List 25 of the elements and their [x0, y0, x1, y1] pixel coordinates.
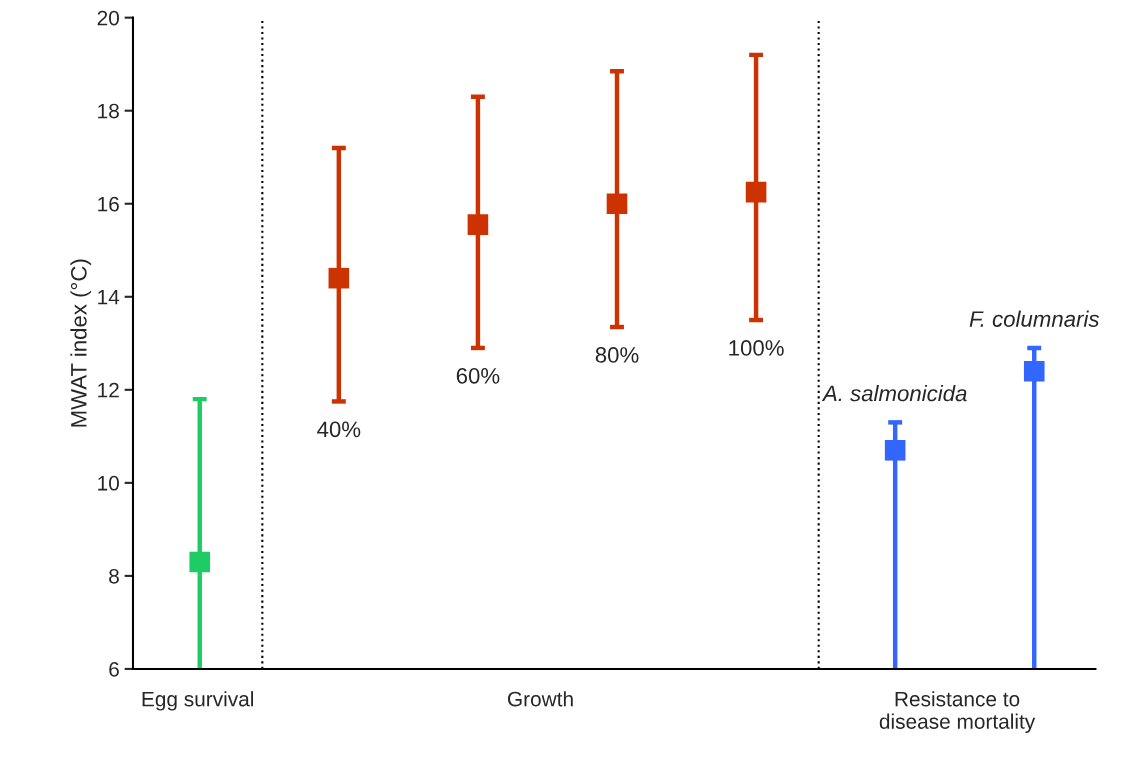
point [328, 267, 350, 289]
y-tick-label: 20 [97, 10, 119, 26]
point [745, 181, 767, 203]
point [1023, 360, 1045, 382]
x-tick-label: 60% [456, 367, 500, 384]
y-tick-label: 16 [98, 196, 119, 212]
text: Growth [507, 691, 573, 707]
y-axis-title: MWAT index (°C) [70, 259, 92, 427]
text: Egg survival [142, 691, 254, 711]
y-tick-label: 14 [98, 289, 120, 305]
x-tick-label: 100% [729, 340, 784, 356]
x-tick-label: 80% [595, 347, 639, 363]
point [189, 551, 211, 573]
point [467, 214, 489, 235]
text: Resistance to disease mortality [879, 691, 1036, 734]
x-tick-label: A. salmonicida [821, 385, 967, 402]
y-tick-label: 10 [98, 475, 119, 491]
y-tick-label: 12 [98, 382, 119, 398]
y-tick-label: 18 [98, 103, 119, 119]
y-tick-label: 8 [109, 568, 119, 584]
point [884, 439, 906, 461]
point [606, 193, 628, 215]
y-tick-label: 6 [109, 661, 119, 677]
x-tick-label: 40% [317, 421, 361, 438]
x-tick-label: F. columnaris [969, 310, 1100, 327]
